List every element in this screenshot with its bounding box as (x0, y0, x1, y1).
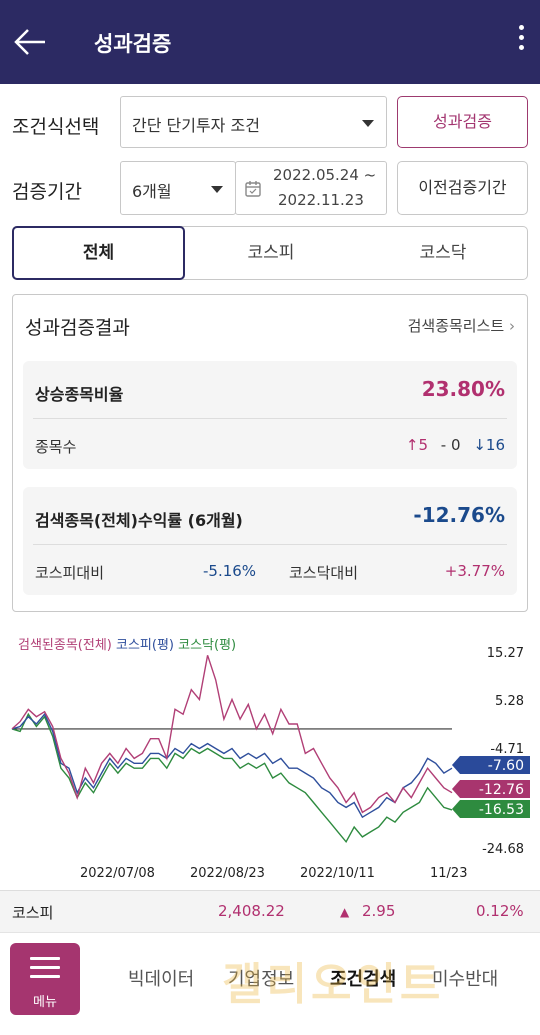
count-flat: 0 (451, 436, 461, 454)
hamburger-icon (30, 957, 60, 984)
chevron-right-icon: › (509, 317, 515, 335)
caret-down-icon (211, 186, 223, 193)
bottom-nav: 메뉴 빅데이터 기업정보 조건검색 미수반대 (0, 932, 540, 1035)
rise-ratio-value: 23.80% (421, 377, 505, 401)
app-header: 성과검증 (0, 0, 540, 84)
caret-down-icon (362, 120, 374, 127)
series-line-2 (11, 712, 453, 844)
end-value-label: -7.60 (452, 756, 530, 774)
verify-button[interactable]: 성과검증 (397, 96, 528, 148)
dash-icon: - (440, 436, 447, 454)
back-arrow-icon[interactable] (12, 24, 48, 60)
condition-select-value: 간단 단기투자 조건 (132, 116, 260, 135)
y-tick-label: 15.27 (486, 646, 524, 661)
svg-text:-7.60: -7.60 (488, 758, 524, 774)
ticker-price: 2,408.22 (218, 902, 285, 920)
arrow-up-icon: ↑ (405, 436, 419, 454)
kospi-compare-value: -5.16% (203, 562, 257, 580)
arrow-down-icon: ↓ (473, 436, 486, 454)
rise-ratio-box: 상승종목비율 23.80% 종목수 ↑5 - 0 ↓16 (23, 361, 517, 469)
watermark-logo: 갤리오인트 (222, 959, 445, 1010)
period-select[interactable]: 6개월 (120, 161, 236, 215)
rise-ratio-label: 상승종목비율 (35, 385, 124, 404)
page-title: 성과검증 (94, 32, 172, 56)
kosdaq-compare-label: 코스닥대비 (289, 564, 359, 582)
svg-text:-16.53: -16.53 (479, 802, 524, 818)
series-line-1 (11, 712, 453, 819)
date-start: 2022.05.24 ~ (273, 166, 377, 184)
nav-item-company-info[interactable]: 기업정보 (228, 969, 295, 990)
kosdaq-compare-value: +3.77% (444, 562, 505, 580)
condition-select[interactable]: 간단 단기투자 조건 (120, 96, 387, 148)
result-title: 성과검증결과 (25, 317, 130, 339)
count-up: 5 (418, 436, 429, 454)
menu-label: 메뉴 (33, 995, 57, 1010)
menu-button[interactable]: 메뉴 (10, 943, 80, 1015)
search-list-link-label: 검색종목리스트 (407, 317, 505, 335)
triangle-up-icon: ▲ (340, 905, 350, 919)
legend-item-kosdaq: 코스닥(평) (178, 638, 237, 653)
date-range-field[interactable]: 2022.05.24 ~ 2022.11.23 (235, 161, 387, 215)
tab-kospi[interactable]: 코스피 (247, 243, 295, 263)
more-options-icon[interactable] (516, 22, 526, 62)
kospi-compare-label: 코스피대비 (35, 564, 105, 582)
legend-item-searched: 검색된종목(전체) (18, 638, 112, 653)
period-select-value: 6개월 (132, 182, 172, 201)
return-label: 검색종목(전체)수익률 (6개월) (35, 511, 243, 530)
period-label: 검증기간 (12, 181, 82, 203)
result-card: 성과검증결과 검색종목리스트 › 상승종목비율 23.80% 종목수 ↑5 - … (12, 294, 528, 612)
ticker-name: 코스피 (12, 904, 54, 922)
previous-period-button[interactable]: 이전검증기간 (397, 161, 528, 215)
calendar-icon (245, 181, 261, 197)
x-tick-label: 2022/08/23 (190, 866, 265, 881)
x-tick-label: 2022/07/08 (80, 866, 155, 881)
end-value-label: -12.76 (452, 780, 530, 798)
tab-kosdaq[interactable]: 코스닥 (419, 243, 467, 263)
return-value: -12.76% (413, 503, 505, 527)
ticker-rate: 0.12% (476, 902, 524, 920)
nav-item-bigdata[interactable]: 빅데이터 (128, 969, 195, 990)
market-tabs: 전체 코스피 코스닥 (12, 226, 528, 280)
ticker-change: 2.95 (362, 902, 396, 920)
count-down: 16 (485, 436, 505, 454)
index-ticker[interactable]: 코스피 2,408.22 ▲ 2.95 0.12% (0, 890, 540, 932)
nav-item-margin[interactable]: 미수반대 (432, 969, 499, 990)
nav-item-condition-search[interactable]: 조건검색 (330, 969, 397, 990)
y-tick-label: 5.28 (495, 694, 524, 709)
condition-label: 조건식선택 (12, 116, 100, 138)
date-end: 2022.11.23 (278, 191, 364, 209)
y-tick-label: -4.71 (490, 742, 524, 757)
svg-text:-12.76: -12.76 (479, 782, 524, 798)
chart-legend: 검색된종목(전체) 코스피(평) 코스닥(평) (18, 634, 236, 653)
performance-chart: 검색된종목(전체) 코스피(평) 코스닥(평) -7.60 -12.76 -16.5… (0, 624, 540, 890)
x-tick-label: 11/23 (430, 866, 468, 881)
search-list-link[interactable]: 검색종목리스트 › (408, 315, 515, 336)
stock-count-values: ↑5 - 0 ↓16 (406, 436, 505, 454)
series-line-0 (11, 655, 453, 814)
stock-count-label: 종목수 (35, 438, 77, 456)
chart-plot: -7.60 -12.76 -16.53 (11, 655, 530, 844)
end-value-label: -16.53 (452, 800, 530, 818)
x-tick-label: 2022/10/11 (300, 866, 375, 881)
legend-item-kospi: 코스피(평) (116, 638, 174, 653)
tab-all[interactable]: 전체 (12, 226, 185, 280)
return-box: 검색종목(전체)수익률 (6개월) -12.76% 코스피대비 -5.16% 코… (23, 487, 517, 595)
y-tick-label: -24.68 (482, 842, 524, 857)
